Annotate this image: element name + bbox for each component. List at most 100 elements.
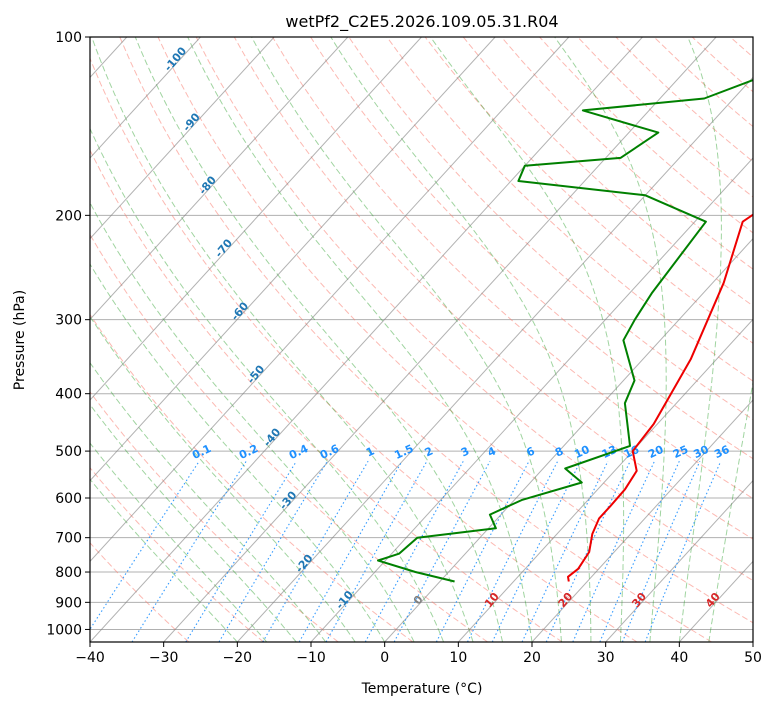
isotherm	[457, 318, 753, 642]
mixing-ratio-lines	[90, 460, 722, 642]
x-tick-label: 40	[670, 650, 688, 666]
dry-adiabats	[90, 37, 775, 642]
isotherm	[90, 37, 275, 240]
moist-adiabat	[90, 315, 356, 642]
mixing-ratio-label: 6	[524, 444, 537, 459]
plot-frame	[89, 36, 754, 643]
x-tick-label: 20	[523, 650, 541, 666]
mixing-ratio-label: 30	[691, 443, 711, 461]
moist-adiabat	[187, 37, 533, 642]
dry-adiabat	[195, 37, 753, 582]
mixing-ratio-label: 4	[486, 444, 499, 459]
isotherm-label: -90	[180, 110, 203, 134]
isotherm	[605, 479, 753, 642]
dry-adiabat	[90, 57, 638, 642]
mixing-ratio-line	[90, 460, 200, 631]
moist-adiabat	[90, 442, 268, 642]
isotherm-label: -30	[277, 488, 300, 512]
dry-adiabat	[90, 233, 488, 642]
dry-adiabat	[157, 37, 753, 624]
y-tick-label: 500	[55, 444, 82, 460]
dewpoint-line	[377, 78, 753, 583]
isotherm	[163, 37, 717, 642]
mixing-ratio-line	[491, 460, 581, 642]
dry-adiabat	[348, 37, 753, 421]
mixing-ratio-line	[621, 460, 701, 642]
mixing-ratio-label: 0.1	[190, 442, 213, 462]
moist-adiabat	[90, 478, 238, 642]
mixing-ratio-label: 25	[671, 443, 690, 461]
isotherm	[90, 37, 422, 401]
dry-adiabat	[272, 37, 753, 500]
mixing-ratio-line	[298, 460, 403, 642]
isotherm	[678, 560, 753, 642]
isotherm	[90, 37, 201, 159]
isotherm	[90, 37, 570, 563]
y-tick-label: 900	[55, 595, 82, 611]
mixing-ratio-line	[131, 460, 247, 642]
isotherm	[384, 237, 753, 642]
moist-adiabat	[90, 263, 386, 642]
x-tick-label: −30	[149, 650, 179, 666]
mixing-ratio-label: 8	[553, 445, 565, 460]
mixing-ratio-line	[185, 460, 297, 642]
dry-adiabat	[90, 391, 339, 642]
mixing-ratio-line	[393, 460, 491, 642]
moist-adiabat	[90, 403, 297, 642]
x-tick-label: 10	[449, 650, 467, 666]
y-tick-label: 200	[55, 208, 82, 224]
mixing-ratio-line	[435, 460, 530, 642]
moist-adiabat	[678, 37, 722, 642]
dry-adiabat	[653, 37, 753, 128]
x-tick-label: −20	[223, 650, 253, 666]
isotherm-label: -100	[162, 44, 190, 74]
x-tick-label: 30	[597, 650, 615, 666]
series-lines	[377, 78, 753, 583]
y-tick-label: 1000	[46, 622, 82, 638]
mixing-ratio-label: 0.4	[287, 442, 310, 462]
isotherm-label: 10	[482, 590, 502, 610]
chart-title: wetPf2_C2E5.2026.109.05.31.R04	[285, 12, 558, 32]
isotherm	[90, 37, 496, 482]
y-tick-label: 700	[55, 531, 82, 547]
mixing-ratio-label: 1.5	[392, 442, 415, 462]
moist-adiabat	[90, 361, 327, 642]
mixing-ratio-line	[572, 460, 655, 642]
moist-adiabat	[708, 379, 753, 642]
mixing-ratio-label: 16	[622, 443, 642, 461]
isotherm-label: 20	[556, 590, 576, 610]
isotherm-label: -10	[333, 588, 356, 612]
isotherm	[90, 37, 349, 321]
dry-adiabat	[90, 542, 190, 642]
x-tick-label: 0	[380, 650, 389, 666]
mixing-ratio-label: 36	[712, 443, 732, 461]
y-axis-label: Pressure (hPa)	[12, 290, 28, 390]
mixing-ratio-label: 0.6	[318, 442, 341, 462]
moist-adiabat	[134, 37, 503, 642]
x-tick-label: −40	[75, 650, 105, 666]
temperature-line	[567, 213, 753, 582]
y-tick-label: 800	[55, 565, 82, 581]
moist-adiabat	[91, 37, 474, 642]
mixing-ratio-line	[364, 460, 464, 642]
isotherm-label: 40	[703, 590, 723, 610]
dry-adiabat	[90, 149, 563, 642]
dry-adiabat	[769, 37, 775, 642]
axis-ticks: −40 −30 −20 −10 0 10 20 30 40 5010020030040050060…	[46, 30, 762, 666]
mixing-ratio-label: 13	[600, 443, 619, 461]
mixing-ratio-line	[599, 460, 680, 642]
dry-adiabat	[462, 37, 753, 307]
isotherm-label: -40	[261, 425, 284, 449]
dry-adiabat	[386, 37, 753, 382]
moist-adiabat	[251, 37, 562, 642]
y-tick-label: 300	[55, 313, 82, 329]
isotherm	[531, 399, 753, 642]
mixing-ratio-line	[218, 460, 328, 642]
moist-adiabat	[90, 127, 445, 642]
y-tick-label: 600	[55, 491, 82, 507]
y-tick-label: 400	[55, 387, 82, 403]
moist-adiabat	[554, 37, 667, 642]
moist-adiabats	[90, 37, 753, 642]
y-tick-label: 100	[55, 30, 82, 46]
